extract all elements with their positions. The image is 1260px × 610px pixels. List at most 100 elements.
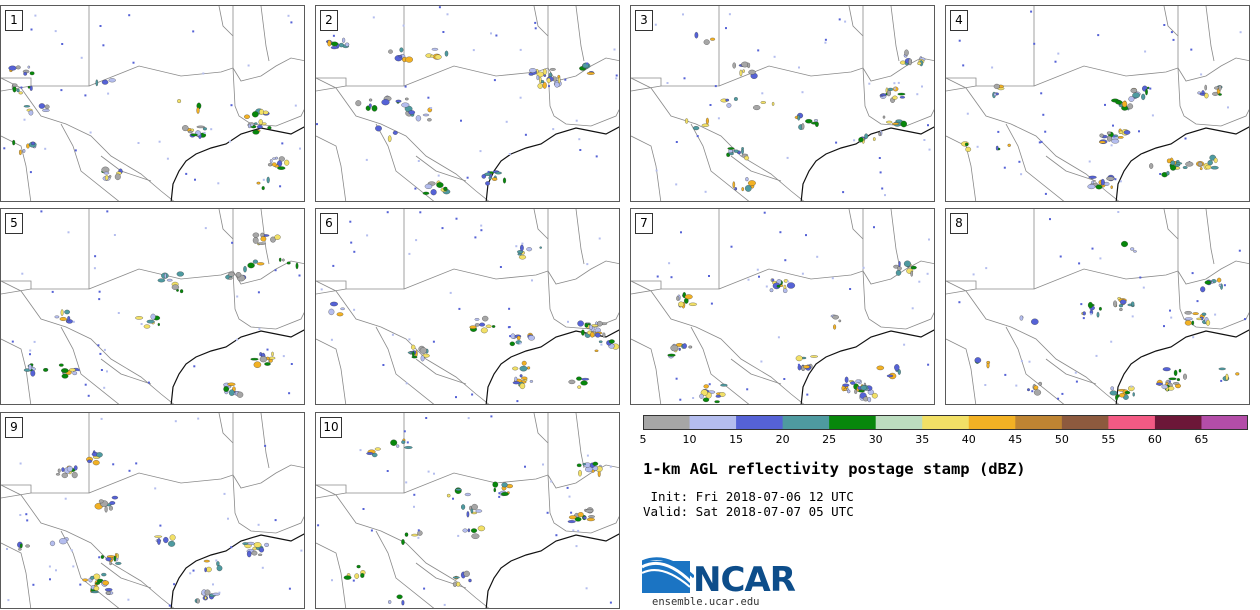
reflectivity-speck [19,514,22,516]
reflectivity-speck [578,138,581,141]
reflectivity-speck [40,210,43,213]
reflectivity-cell [688,345,693,349]
reflectivity-speck [29,349,32,352]
reflectivity-cell [578,469,582,477]
reflectivity-cell [502,177,507,184]
reflectivity-cell [371,105,378,112]
reflectivity-speck [106,210,109,213]
reflectivity-speck [798,66,800,69]
reflectivity-cell [247,123,251,129]
reflectivity-speck [290,363,293,365]
reflectivity-speck [1192,336,1195,339]
reflectivity-speck [471,393,474,396]
reflectivity-cell [908,58,912,66]
reflectivity-speck [1144,50,1147,53]
reflectivity-cell [430,189,437,196]
reflectivity-cell [517,252,522,256]
reflectivity-cell [401,600,405,606]
colorbar-swatch [643,415,691,430]
reflectivity-cell [703,39,710,45]
state-border [718,209,864,290]
reflectivity-speck [1080,303,1083,306]
reflectivity-cell [480,327,488,334]
reflectivity-cell [196,125,205,129]
reflectivity-speck [223,492,226,495]
reflectivity-speck [290,21,293,24]
reflectivity-speck [382,364,385,366]
reflectivity-speck [505,120,508,123]
reflectivity-cell [342,37,346,43]
reflectivity-speck [598,237,601,240]
reflectivity-cell [1119,392,1125,398]
reflectivity-cell [744,185,752,192]
reflectivity-cell [253,542,262,548]
reflectivity-cell [328,308,335,316]
reflectivity-map [631,209,934,404]
state-border [1,484,175,608]
reflectivity-cell [797,114,801,121]
reflectivity-cell [701,123,710,127]
reflectivity-cell [401,440,406,444]
reflectivity-speck [70,549,73,552]
reflectivity-map [946,6,1249,201]
reflectivity-speck [1031,390,1034,393]
reflectivity-cell [1115,100,1123,105]
reflectivity-cell [900,120,907,128]
reflectivity-speck [696,135,699,138]
coastline [485,329,619,404]
reflectivity-cell [1088,175,1097,179]
reflectivity-map [1,413,304,608]
coastline [1115,126,1249,201]
reflectivity-cell [381,99,390,106]
reflectivity-cell [776,284,781,288]
reflectivity-cell [67,316,71,322]
reflectivity-speck [1075,380,1078,383]
reflectivity-cell [95,582,100,585]
reflectivity-cell [1161,384,1168,390]
reflectivity-cell [581,329,585,336]
member-panel-1: 1 [0,5,305,202]
reflectivity-cell [1110,386,1114,391]
reflectivity-speck [918,280,921,283]
reflectivity-cell [154,535,163,538]
reflectivity-cell [422,113,430,117]
reflectivity-cell [471,533,480,539]
reflectivity-cell [344,42,350,47]
reflectivity-cell [720,383,728,387]
reflectivity-cell [177,99,182,104]
reflectivity-speck [692,397,695,399]
reflectivity-cell [398,55,403,58]
reflectivity-cell [366,452,374,455]
reflectivity-speck [555,534,558,537]
reflectivity-speck [566,486,569,489]
reflectivity-cell [223,386,230,392]
reflectivity-speck [498,492,501,495]
reflectivity-speck [542,463,544,466]
site-url: ensemble.ucar.edu [652,596,760,608]
reflectivity-speck [783,378,786,380]
reflectivity-cell [228,272,235,277]
reflectivity-cell [252,259,258,264]
reflectivity-cell [399,47,404,53]
reflectivity-cell [878,131,882,137]
reflectivity-speck [1114,178,1117,181]
reflectivity-cell [12,83,18,88]
reflectivity-cell [519,374,523,378]
reflectivity-speck [911,307,914,310]
reflectivity-cell [477,525,486,532]
reflectivity-cell [1172,382,1180,385]
state-border [260,413,270,469]
state-border [316,77,490,201]
reflectivity-cell [356,564,361,569]
reflectivity-speck [353,308,356,311]
reflectivity-cell [176,271,184,277]
state-border [946,85,977,92]
reflectivity-cell [1027,388,1030,392]
reflectivity-speck [550,480,553,483]
reflectivity-speck [519,96,522,99]
reflectivity-cell [82,578,88,582]
reflectivity-cell [1007,143,1011,147]
reflectivity-cell [204,596,207,600]
reflectivity-cell [15,65,21,70]
reflectivity-speck [159,524,162,527]
